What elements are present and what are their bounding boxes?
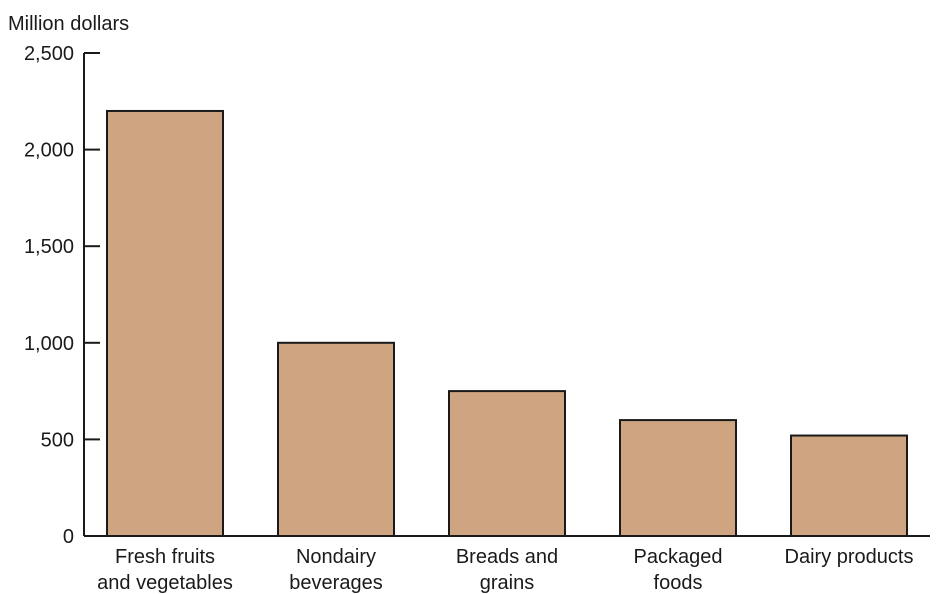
y-tick-label: 2,500	[24, 43, 74, 65]
x-category-label: Dairy products	[785, 546, 914, 568]
bar	[448, 390, 566, 537]
bar	[619, 419, 737, 537]
x-category-label: Fresh fruits and vegetables	[97, 546, 233, 594]
y-axis-ticks: 0 500 1,000 1,500 2,000 2,500	[24, 43, 100, 548]
x-axis-category-labels: Fresh fruits and vegetables Nondairy bevera…	[97, 546, 913, 594]
bar	[277, 341, 395, 537]
y-tick-label: 0	[63, 526, 74, 548]
bar	[106, 109, 224, 538]
x-category-label: Breads and grains	[456, 546, 558, 594]
bar	[790, 434, 908, 538]
y-tick-label: 500	[41, 429, 74, 451]
y-tick-label: 2,000	[24, 140, 74, 162]
y-tick-label: 1,000	[24, 333, 74, 355]
x-category-label: Packaged foods	[634, 546, 723, 594]
y-axis-unit-label: Million dollars	[8, 13, 129, 35]
y-tick-label: 1,500	[24, 236, 74, 258]
x-category-label: Nondairy beverages	[289, 546, 382, 594]
chart-bars	[106, 109, 908, 538]
